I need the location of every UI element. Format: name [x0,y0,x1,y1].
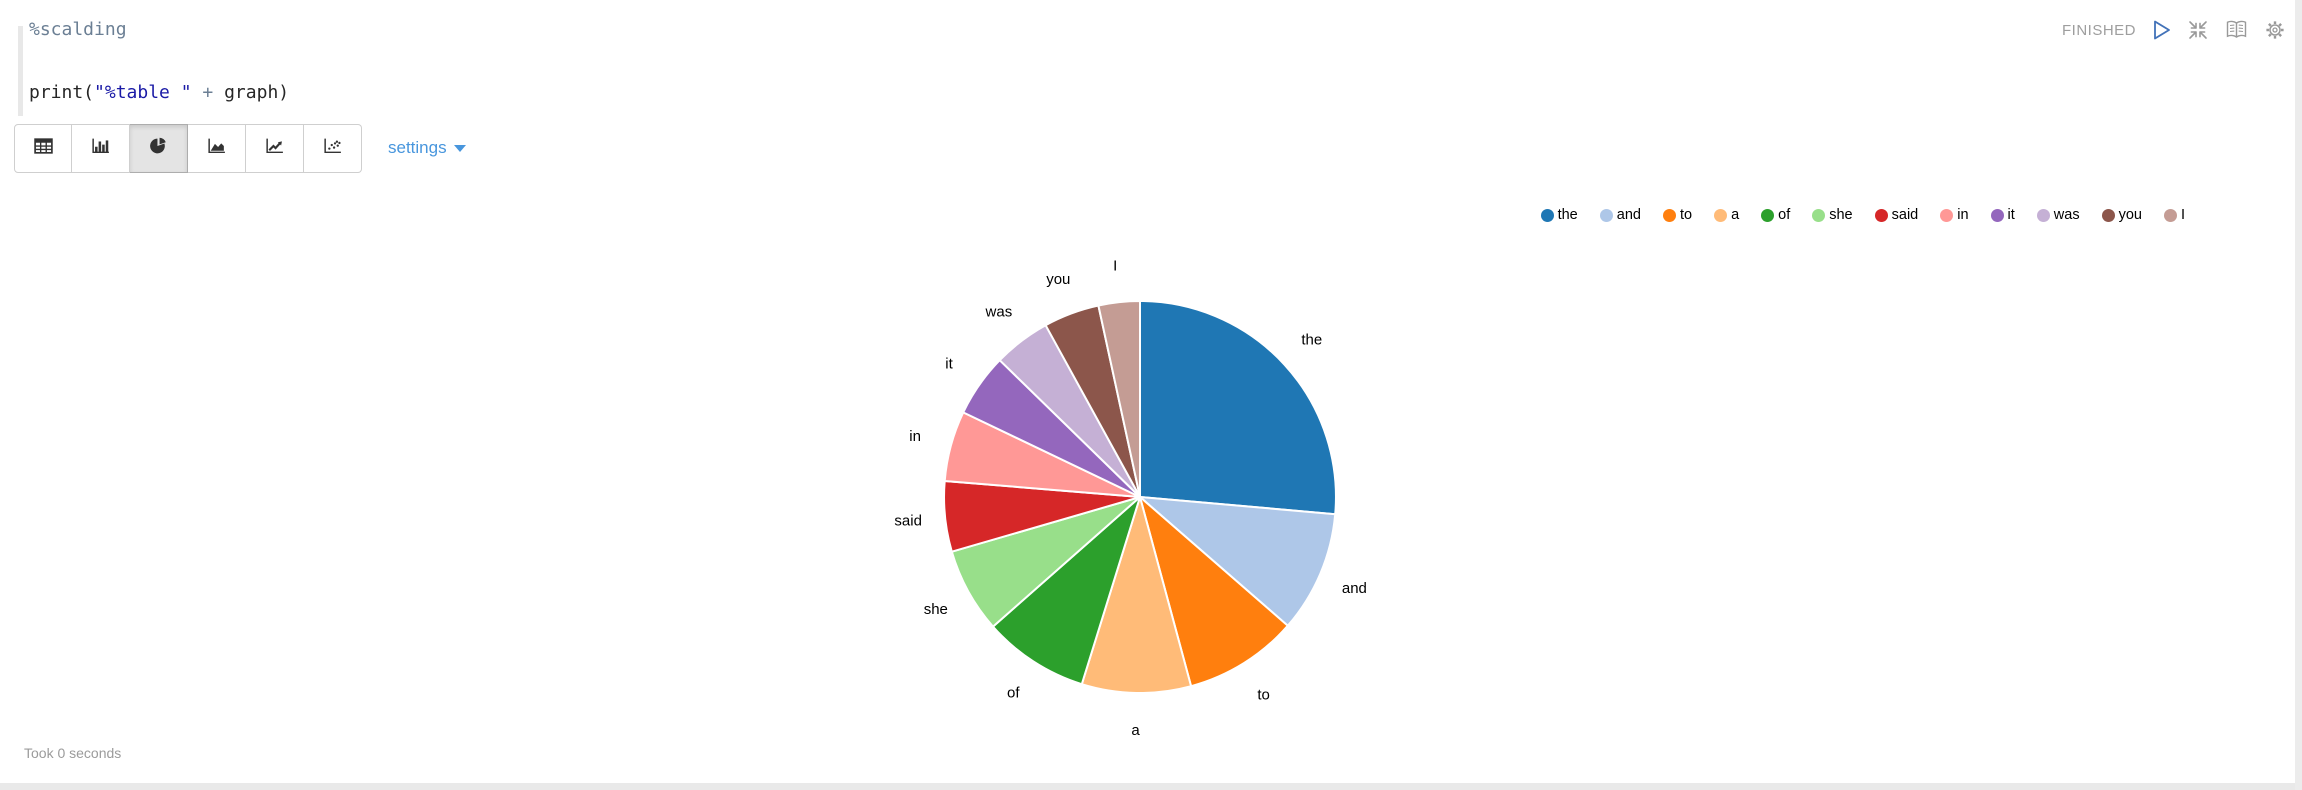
settings-toggle[interactable]: settings [388,138,466,158]
legend-item-in[interactable]: in [1940,207,1969,223]
legend-item-it[interactable]: it [1990,207,2015,223]
legend-dot [1874,208,1888,222]
pie-slice-I[interactable] [1097,300,1141,498]
scatter-chart-icon [322,137,343,160]
code-token-graph: graph) [224,82,290,103]
chart-type-scatter-button[interactable] [304,124,362,173]
legend-label: the [1557,207,1578,223]
legend-dot [2101,208,2115,222]
gear-icon[interactable] [2263,18,2287,42]
legend-dot [1540,208,1554,222]
legend-label: said [1891,207,1919,223]
legend-item-and[interactable]: and [1599,207,1641,223]
pie-slice-to[interactable] [1139,496,1289,688]
legend-dot [1940,208,1954,222]
code-token-operator: + [191,82,225,103]
pie-label-to: to [1257,687,1270,704]
legend-dot [1662,208,1676,222]
pie-label-I: I [1113,257,1117,274]
legend-label: was [2053,207,2080,223]
chart-type-line-button[interactable] [246,124,304,173]
elapsed-time-text: Took 0 seconds [24,745,122,761]
legend-item-to[interactable]: to [1662,207,1693,223]
code-line-3[interactable]: print("%table " + graph) [29,82,289,103]
pie-slice-a[interactable] [1080,496,1193,694]
pie-slice-and[interactable] [1139,496,1337,627]
paragraph-status-bar: FINISHED [2062,18,2287,42]
pie-label-and: and [1342,580,1367,597]
legend-label: a [1731,207,1740,223]
chart-type-area-button[interactable] [188,124,246,173]
legend-label: to [1679,207,1693,223]
legend-dot [1714,208,1728,222]
legend-dot [1990,208,2004,222]
legend-dot [2036,208,2050,222]
legend-item-she[interactable]: she [1812,207,1853,223]
area-chart-icon [206,137,227,160]
pie-label-said: said [894,512,922,529]
code-token-string: "%table " [94,82,192,103]
legend-item-the[interactable]: the [1540,207,1578,223]
paragraph-divider [0,783,2302,790]
legend-label: and [1616,207,1641,223]
pie-label-in: in [909,428,921,445]
chart-type-pie-button[interactable] [130,124,188,173]
line-chart-icon [264,137,285,160]
legend-dot [2163,208,2177,222]
editor-gutter-bar [18,26,23,116]
legend-label: she [1829,207,1853,223]
legend-item-of[interactable]: of [1761,207,1790,223]
chevron-down-icon [453,144,466,152]
legend-dot [1812,208,1826,222]
legend-item-was[interactable]: was [2036,207,2080,223]
pie-label-the: the [1301,332,1322,349]
bar-chart-icon [90,137,111,160]
book-icon[interactable] [2223,18,2250,42]
pie-label-it: it [945,356,953,373]
code-token-print: print( [29,82,95,103]
pie-label-a: a [1131,722,1140,739]
legend-item-I[interactable]: I [2163,207,2185,223]
legend-item-said[interactable]: said [1874,207,1919,223]
legend-label: of [1778,207,1791,223]
legend-dot [1599,208,1613,222]
legend-item-a[interactable]: a [1714,207,1739,223]
chart-type-bar-button[interactable] [72,124,130,173]
interpreter-directive: %scalding [29,19,127,40]
legend-label: I [2180,207,2185,223]
settings-label: settings [388,138,447,157]
code-line-1[interactable]: %scalding [29,19,127,40]
pie-label-she: she [924,601,948,618]
pie-slice-the[interactable] [1139,300,1337,516]
chart-type-toolbar [14,124,362,173]
pie-label-was: was [985,304,1013,321]
status-badge: FINISHED [2061,21,2136,39]
chart-legend: the and to a of she said in it was you I [1540,207,2185,223]
shrink-icon[interactable] [2186,18,2210,42]
chart-type-table-button[interactable] [14,124,72,173]
pie-chart-icon [148,136,169,161]
pie-label-of: of [1007,685,1020,702]
table-icon [33,137,54,160]
legend-dot [1761,208,1775,222]
legend-label: it [2007,207,2015,223]
legend-item-you[interactable]: you [2101,207,2142,223]
pie-chart-svg: the and to a of she said in it was you I [894,257,1367,739]
pie-slice-of[interactable] [992,496,1141,686]
scrollbar-track-vertical[interactable] [2295,0,2302,790]
pie-label-you: you [1046,271,1070,288]
play-icon[interactable] [2149,18,2173,42]
legend-label: in [1957,207,1969,223]
legend-label: you [2118,207,2142,223]
